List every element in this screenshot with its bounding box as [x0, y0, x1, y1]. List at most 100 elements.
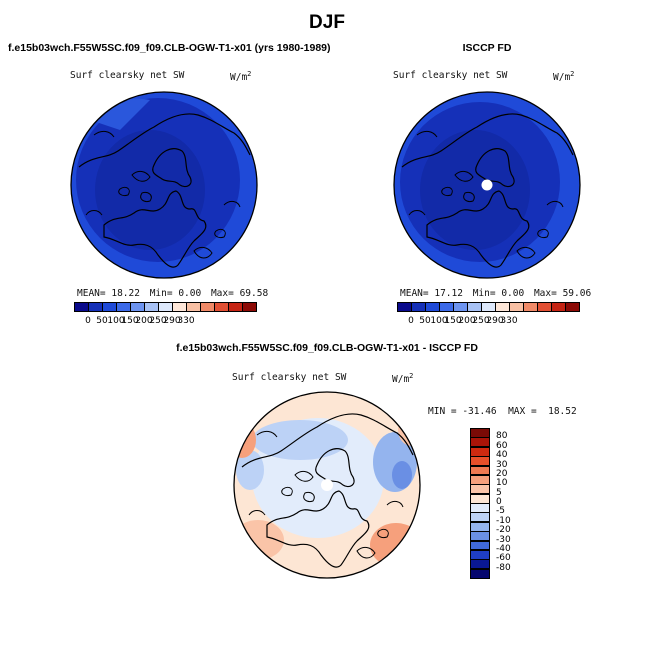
units-text: W/m: [230, 72, 248, 84]
min-value: 0.00: [501, 288, 525, 299]
colorbar-tick-label: 250: [472, 316, 490, 326]
model-field-label: Surf clearsky net SW: [70, 70, 185, 81]
model-colorbar-labels: 0 50 100 150 200 250 290 330: [74, 316, 256, 328]
min-label: Min=: [472, 288, 496, 299]
colorbar-swatch: [74, 302, 89, 312]
season-title: DJF: [309, 12, 345, 33]
colorbar-tick-label: 10: [496, 478, 508, 489]
model-polar-map: [70, 91, 258, 279]
colorbar-swatch: [425, 302, 440, 312]
colorbar-tick-label: 150: [121, 316, 139, 326]
missing-data-pole-marker: [481, 179, 493, 191]
isccp-units-label: W/m2: [553, 70, 574, 83]
colorbar-swatch: [495, 302, 510, 312]
colorbar-tick-label: 0: [85, 316, 91, 326]
difference-panel-title: f.e15b03wch.F55W5SC.f09_f09.CLB-OGW-T1-x…: [176, 342, 478, 354]
difference-polar-map: [233, 391, 421, 579]
colorbar-tick-label: -60: [496, 553, 511, 564]
colorbar-swatch: [397, 302, 412, 312]
colorbar-swatch: [214, 302, 229, 312]
max-value: 69.58: [239, 288, 269, 299]
mean-label: MEAN=: [77, 288, 106, 299]
units-text: W/m: [553, 72, 571, 84]
mean-label: MEAN=: [400, 288, 429, 299]
difference-field-label: Surf clearsky net SW: [232, 372, 347, 383]
colorbar-swatch: [481, 302, 496, 312]
colorbar-swatch: [453, 302, 468, 312]
difference-minmax: MIN = -31.46 MAX = 18.52: [428, 406, 577, 417]
colorbar-tick-label: 30: [496, 459, 508, 470]
colorbar-tick-label: 290: [486, 316, 504, 326]
model-colorbar: [74, 302, 257, 312]
colorbar-tick-label: -20: [496, 525, 511, 536]
colorbar-tick-label: -5: [496, 506, 505, 517]
isccp-field-label: Surf clearsky net SW: [393, 70, 508, 81]
colorbar-swatch: [242, 302, 257, 312]
colorbar-tick-label: 100: [107, 316, 125, 326]
colorbar-swatch: [537, 302, 552, 312]
colorbar-tick-label: 200: [458, 316, 476, 326]
missing-data-pole-marker: [321, 479, 333, 491]
max-value: 59.06: [562, 288, 592, 299]
max-label: Max=: [210, 288, 234, 299]
colorbar-tick-label: 80: [496, 431, 508, 442]
colorbar-tick-label: -80: [496, 562, 511, 573]
difference-colorbar: 80 60 40 30 20 10 5 0 -5 -10 -20 -30 -40 -60 -80: [470, 428, 511, 579]
colorbar-tick-label: 50: [96, 316, 108, 326]
units-text: W/m: [392, 374, 410, 386]
min-label: Min=: [149, 288, 173, 299]
units-exponent: 2: [570, 70, 575, 78]
colorbar-tick-label: 50: [419, 316, 431, 326]
isccp-stats: MEAN= 17.12 Min= 0.00 Max= 59.06: [400, 288, 591, 299]
colorbar-tick-label: 40: [496, 450, 508, 461]
colorbar-swatch: [470, 568, 490, 579]
colorbar-tick-label: 5: [496, 487, 502, 498]
colorbar-tick-label: 330: [500, 316, 518, 326]
colorbar-tick-label: -10: [496, 515, 511, 526]
model-stats: MEAN= 18.22 Min= 0.00 Max= 69.58: [77, 288, 268, 299]
colorbar-swatch: [467, 302, 482, 312]
colorbar-swatch: [565, 302, 580, 312]
units-exponent: 2: [247, 70, 252, 78]
colorbar-tick-label: 150: [444, 316, 462, 326]
colorbar-tick-label: 60: [496, 440, 508, 451]
colorbar-tick-label: 200: [135, 316, 153, 326]
colorbar-swatch: [186, 302, 201, 312]
colorbar-swatch: [551, 302, 566, 312]
colorbar-tick-label: 330: [177, 316, 195, 326]
isccp-polar-map: [393, 91, 581, 279]
colorbar-swatch: [102, 302, 117, 312]
isccp-colorbar-labels: 0 50 100 150 200 250 290 330: [397, 316, 579, 328]
colorbar-swatch: [158, 302, 173, 312]
difference-units-label: W/m2: [392, 372, 413, 385]
isccp-colorbar: [397, 302, 580, 312]
colorbar-tick-label: 0: [496, 497, 502, 507]
mean-value: 17.12: [434, 288, 463, 299]
model-units-label: W/m2: [230, 70, 251, 83]
colorbar-tick-label: 100: [430, 316, 448, 326]
colorbar-swatch: [116, 302, 131, 312]
isccp-panel-title: ISCCP FD: [462, 42, 512, 54]
colorbar-swatch: [172, 302, 187, 312]
colorbar-swatch: [228, 302, 243, 312]
colorbar-swatch: [439, 302, 454, 312]
mean-value: 18.22: [111, 288, 140, 299]
colorbar-swatch: [130, 302, 145, 312]
colorbar-tick-label: -30: [496, 534, 511, 545]
colorbar-tick-label: 0: [408, 316, 414, 326]
colorbar-swatch: [523, 302, 538, 312]
colorbar-tick-label: 290: [163, 316, 181, 326]
colorbar-tick-label: 250: [149, 316, 167, 326]
units-exponent: 2: [409, 372, 414, 380]
max-label: Max=: [533, 288, 557, 299]
colorbar-tick-label: 20: [496, 468, 508, 479]
colorbar-swatch: [411, 302, 426, 312]
model-panel-title: f.e15b03wch.F55W5SC.f09_f09.CLB-OGW-T1-x…: [8, 42, 331, 54]
colorbar-swatch: [144, 302, 159, 312]
colorbar-swatch: [88, 302, 103, 312]
colorbar-swatch: [509, 302, 524, 312]
colorbar-swatch: [200, 302, 215, 312]
colorbar-tick-label: -40: [496, 543, 511, 554]
min-value: 0.00: [178, 288, 202, 299]
